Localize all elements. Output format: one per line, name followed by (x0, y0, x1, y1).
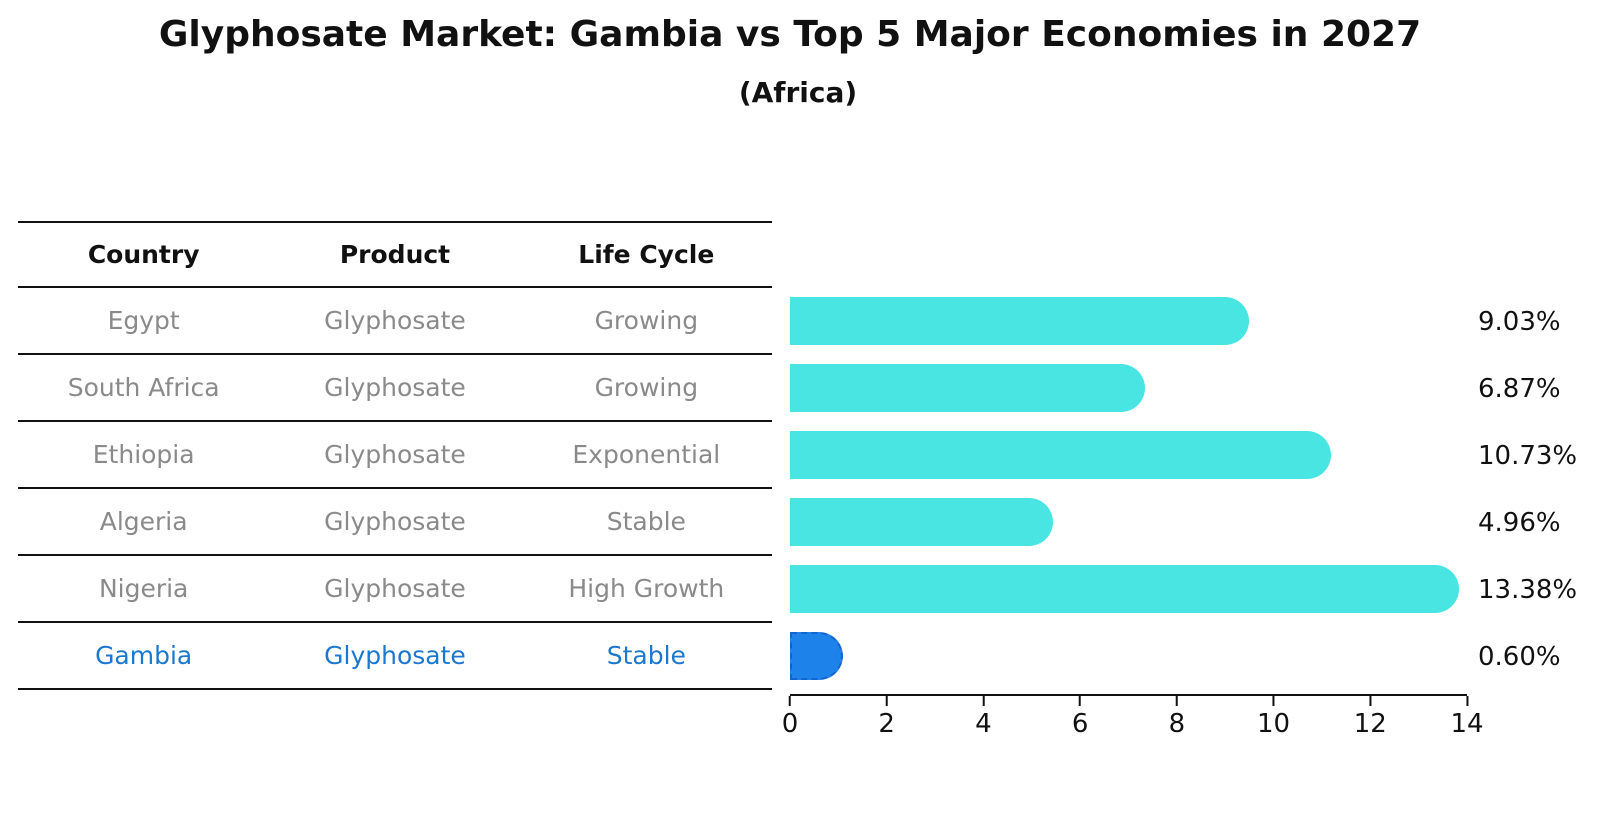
bar-ethiopia (790, 431, 1332, 479)
cell-country: Algeria (99, 507, 188, 536)
table-header-row: Country Product Life Cycle (18, 223, 772, 288)
tick-mark (788, 696, 791, 706)
value-label-nigeria: 13.38% (1478, 574, 1578, 605)
chart-row-ethiopia: 10.73% (790, 422, 1577, 489)
x-axis-tick: 4 (975, 696, 992, 739)
cell-life-cycle: Stable (606, 507, 686, 536)
table-row-nigeria: Nigeria Glyphosate High Growth (18, 556, 772, 623)
chart-title: Glyphosate Market: Gambia vs Top 5 Major… (158, 14, 1422, 55)
cell-life-cycle: Growing (594, 306, 699, 335)
table-row-gambia: Gambia Glyphosate Stable (18, 623, 772, 690)
tick-mark (1369, 696, 1372, 706)
tick-label: 2 (878, 709, 895, 739)
cell-life-cycle: Exponential (572, 440, 721, 469)
x-axis-tick: 14 (1450, 696, 1484, 739)
table-row-egypt: Egypt Glyphosate Growing (18, 288, 772, 355)
cell-product: Glyphosate (324, 306, 466, 335)
tick-label: 12 (1353, 709, 1387, 739)
tick-mark (1466, 696, 1468, 706)
tick-label: 10 (1257, 709, 1291, 739)
cell-product: Glyphosate (324, 373, 466, 402)
x-axis-tick: 0 (781, 696, 799, 739)
cell-product: Glyphosate (324, 507, 466, 536)
tick-label: 4 (975, 709, 992, 739)
cell-product: Glyphosate (324, 440, 466, 469)
bar-gambia-highlighted (790, 632, 843, 680)
table-row-ethiopia: Ethiopia Glyphosate Exponential (18, 422, 772, 489)
value-label-south-africa: 6.87% (1478, 373, 1561, 404)
cell-product: Glyphosate (324, 574, 466, 603)
tick-mark (885, 696, 888, 706)
x-axis-tick: 2 (878, 696, 895, 739)
tick-label: 6 (1071, 709, 1089, 739)
cell-country: Nigeria (98, 574, 189, 603)
chart-row-gambia: 0.60% (790, 623, 1561, 690)
column-header-product: Product (339, 240, 451, 269)
bar-south-africa (790, 364, 1146, 412)
country-table: Country Product Life Cycle Egypt Glyphos… (18, 221, 772, 690)
x-axis-tick: 12 (1354, 696, 1387, 739)
cell-product: Glyphosate (324, 641, 466, 670)
x-axis-tick: 10 (1257, 696, 1290, 739)
cell-life-cycle: Stable (606, 641, 686, 670)
cell-country: Ethiopia (92, 440, 195, 469)
bar-nigeria (790, 565, 1460, 613)
tick-mark (1175, 696, 1178, 706)
table-row-algeria: Algeria Glyphosate Stable (18, 489, 772, 556)
tick-label: 14 (1450, 709, 1484, 739)
cell-life-cycle: Growing (594, 373, 699, 402)
bar-egypt (790, 297, 1250, 345)
cell-country: South Africa (67, 373, 220, 402)
value-label-ethiopia: 10.73% (1478, 440, 1578, 471)
chart-row-algeria: 4.96% (790, 489, 1561, 556)
x-axis-tick: 8 (1168, 696, 1186, 739)
chart-row-nigeria: 13.38% (790, 556, 1577, 623)
bar-algeria (790, 498, 1054, 546)
table-row-south-africa: South Africa Glyphosate Growing (18, 355, 772, 422)
column-header-life-cycle: Life Cycle (578, 240, 715, 269)
tick-label: 8 (1168, 709, 1186, 739)
cell-country: Gambia (95, 641, 193, 670)
value-label-egypt: 9.03% (1478, 306, 1561, 337)
cell-life-cycle: High Growth (568, 574, 725, 603)
chart-row-egypt: 9.03% (790, 288, 1561, 355)
tick-mark (1272, 696, 1275, 706)
value-label-gambia: 0.60% (1478, 641, 1561, 672)
x-axis: 0 2 4 6 8 10 12 14 (782, 694, 1484, 739)
tick-label: 0 (781, 709, 799, 739)
chart-row-south-africa: 6.87% (790, 355, 1561, 422)
value-label-algeria: 4.96% (1478, 507, 1561, 538)
bar-chart-plot-area: 9.03% 6.87% 10.73% 4.96% 13.38% 0.60% (790, 288, 1577, 690)
cell-country: Egypt (107, 306, 180, 335)
column-header-country: Country (87, 240, 200, 269)
tick-mark (1079, 696, 1082, 706)
tick-mark (982, 696, 985, 706)
chart-subtitle: (Africa) (738, 76, 858, 109)
x-axis-tick: 6 (1071, 696, 1089, 739)
